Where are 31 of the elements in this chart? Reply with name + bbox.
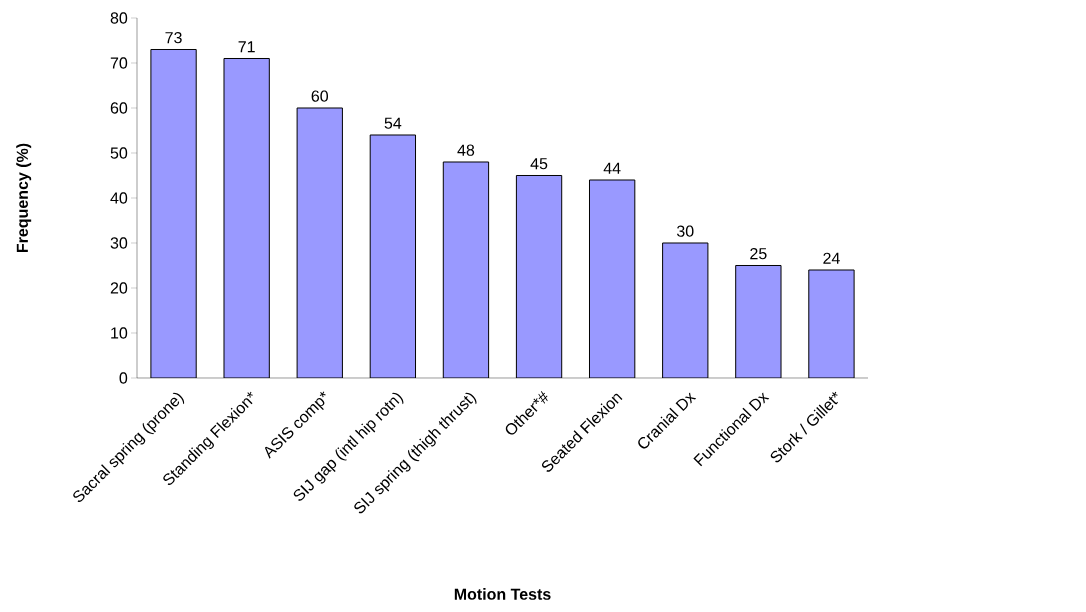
y-tick-label: 80 — [110, 12, 128, 24]
x-axis-title: Motion Tests — [454, 588, 551, 600]
data-label: 30 — [676, 225, 694, 237]
bar — [662, 242, 709, 378]
y-tick-label: 10 — [111, 327, 128, 339]
y-tick-label: 50 — [110, 147, 128, 159]
data-label: 25 — [750, 247, 767, 260]
y-tick-label: 30 — [110, 237, 128, 249]
bar — [735, 264, 782, 378]
data-label: 71 — [238, 41, 255, 53]
bar — [150, 49, 197, 378]
y-tick-label: 0 — [119, 372, 128, 384]
y-axis-title: Frequency (%) — [16, 143, 32, 253]
data-label: 45 — [530, 158, 548, 170]
bar — [369, 134, 417, 378]
data-label: 73 — [165, 31, 182, 44]
bar — [808, 269, 855, 378]
bar — [296, 107, 343, 378]
data-label: 24 — [823, 252, 840, 264]
bar — [223, 57, 270, 378]
y-tick-label: 60 — [110, 102, 128, 114]
data-label: 54 — [384, 117, 402, 129]
y-tick-label: 20 — [110, 282, 128, 294]
data-label: 60 — [311, 90, 329, 102]
bar — [515, 175, 563, 378]
y-tick-label: 70 — [110, 57, 128, 69]
y-tick-label: 40 — [110, 192, 128, 204]
bar — [442, 161, 490, 378]
data-label: 44 — [603, 162, 621, 174]
bar — [589, 179, 636, 378]
data-label: 48 — [457, 144, 475, 156]
